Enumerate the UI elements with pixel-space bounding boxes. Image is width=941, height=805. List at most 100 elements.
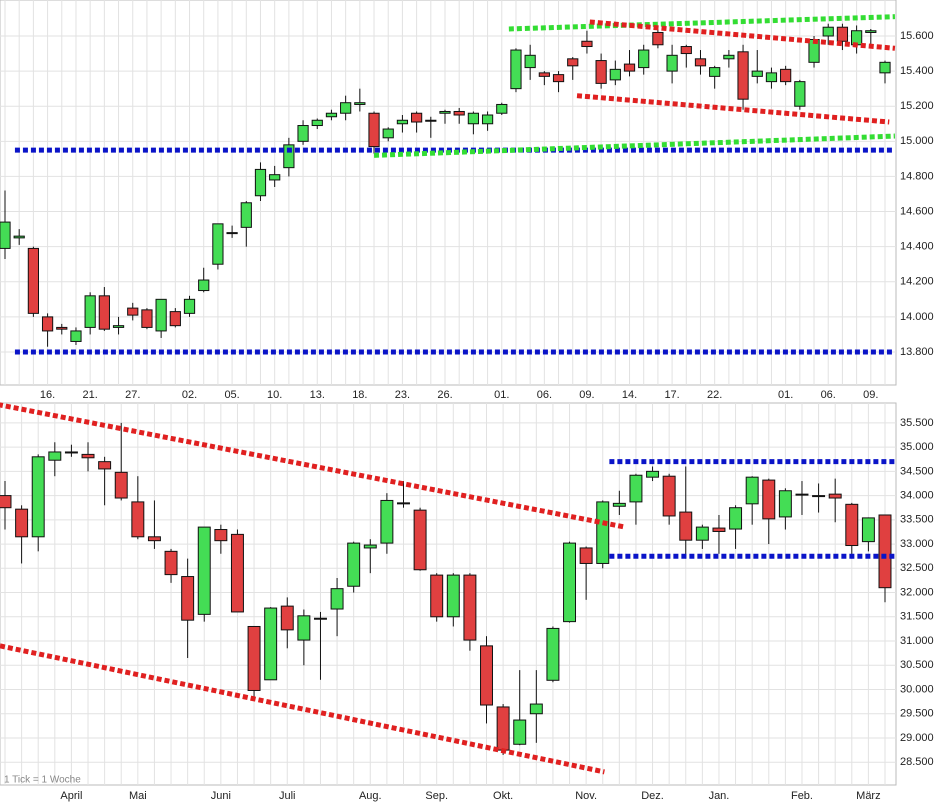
candle-body [112,325,125,328]
y-tick-label: 32.000 [900,586,934,598]
y-tick-label: 32.500 [900,562,934,574]
candle-body [164,550,178,576]
candle-body [325,112,338,118]
candle-body [169,311,181,327]
candle-body [629,474,643,503]
candle-body [780,68,792,83]
candle-body [425,119,437,122]
x-tick-label: 02. [182,389,197,401]
x-tick-label: 17. [664,389,679,401]
candle-body [131,501,145,538]
candle-body [396,119,409,125]
candle-body [694,58,707,67]
candle-body [114,471,128,499]
candle-body [524,54,536,69]
x-tick-label: Juni [211,790,231,802]
candle-body [98,295,110,330]
candle-body [430,574,444,618]
candle-body [581,40,593,48]
candle-body [712,527,726,532]
y-tick-label: 34.500 [900,465,934,477]
x-tick-label: 26. [437,389,452,401]
candle-body [397,502,410,505]
x-tick-label: 01. [778,389,793,401]
y-tick-label: 33.000 [900,538,934,550]
candle-body [254,168,267,197]
candle-body [141,309,153,328]
y-tick-label: 15.200 [900,100,934,112]
candle-body [679,511,693,541]
candle-body [563,542,577,623]
trend-line [589,19,896,51]
candle-body [794,81,806,107]
x-tick-label: 18. [352,389,367,401]
x-tick-label: Feb. [791,790,813,802]
x-tick-label: 14. [622,389,637,401]
candle-body [638,49,650,69]
candle-body [127,307,139,316]
candle-body [413,509,427,571]
y-tick-label: 15.000 [900,135,934,147]
y-tick-label: 14.600 [900,205,934,217]
candle-body [382,128,394,139]
candle-body [48,451,62,461]
candle-body [496,103,508,114]
candle-body [197,526,211,615]
candle-body [313,617,327,620]
candle-body [751,70,763,77]
candle-body [453,110,465,116]
candle-body [380,499,394,544]
candle-body [230,533,244,613]
x-tick-label: Jan. [709,790,730,802]
x-tick-label: März [856,790,880,802]
candle-body [147,536,161,542]
trend-line [0,643,605,775]
x-tick-label: 01. [494,389,509,401]
x-tick-label: 09. [863,389,878,401]
candle-body [529,703,543,715]
trend-line [576,93,890,125]
y-tick-label: 29.000 [900,732,934,744]
candle-body [411,112,423,123]
candle-body [446,574,460,618]
candle-body [64,451,78,454]
x-tick-label: 22. [707,389,722,401]
x-tick-label: Juli [279,790,296,802]
candle-body [596,501,610,564]
candle-body [183,298,196,314]
x-tick-label: Dez. [641,790,664,802]
x-tick-label: 06. [821,389,836,401]
candle-body [878,514,892,589]
candle-body [845,503,859,547]
candle-body [865,30,877,33]
x-tick-label: Aug. [359,790,382,802]
x-tick-label: 05. [224,389,239,401]
candle-body [330,588,344,610]
x-tick-label: Mai [129,790,147,802]
y-tick-label: 33.500 [900,514,934,526]
candle-body [13,235,25,239]
candle-body [723,54,735,60]
y-tick-label: 31.500 [900,611,934,623]
candle-body [609,68,621,81]
x-tick-label: April [60,790,82,802]
x-tick-label: 10. [267,389,282,401]
candle-body [729,507,743,530]
candle-body [41,316,54,332]
candle-body [297,125,309,142]
candle-body [214,529,228,542]
candle-body [612,502,626,507]
trend-line [373,133,896,158]
y-tick-label: 13.800 [900,346,934,358]
y-tick-label: 35.000 [900,441,934,453]
candle-body [347,542,361,587]
candle-body [646,470,660,478]
y-tick-label: 14.000 [900,311,934,323]
y-tick-label: 30.500 [900,659,934,671]
candle-body [496,706,510,751]
candle-body [31,456,45,538]
y-tick-label: 29.500 [900,708,934,720]
candle-body [297,615,311,641]
candle-body [340,102,352,114]
candle-body [595,60,607,84]
